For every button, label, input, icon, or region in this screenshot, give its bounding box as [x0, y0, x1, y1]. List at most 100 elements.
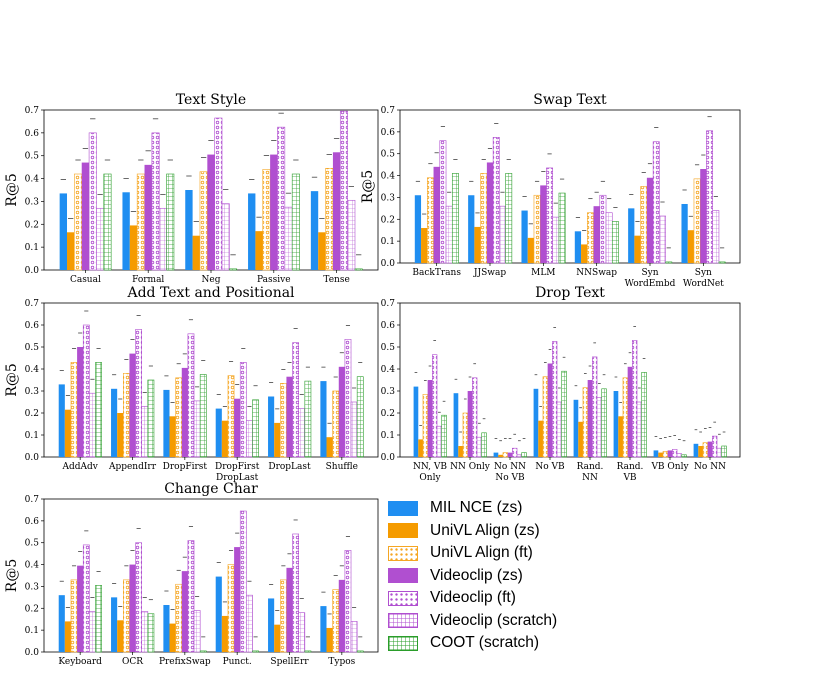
bar-videoclip-zs — [433, 166, 440, 263]
bar-videoclip-ft — [82, 544, 90, 653]
bar-videoclip-ft — [151, 132, 160, 271]
bar-univl-align-ft — [280, 382, 287, 458]
bar-mil-nce-zs — [320, 606, 327, 652]
y-tick-label: 0.5 — [25, 539, 40, 549]
bar-videoclip-zs — [627, 366, 633, 457]
bar-videoclip-ft — [652, 141, 660, 264]
bar-mil-nce-zs — [122, 192, 130, 270]
legend-label: COOT (scratch) — [430, 634, 540, 652]
bar-coot-scratch — [147, 613, 155, 653]
bar-videoclip-ft — [546, 167, 554, 264]
y-tick-label: 0.6 — [25, 321, 40, 331]
y-tick-label: 0.1 — [25, 626, 39, 636]
x-tick-label: No NN — [694, 462, 726, 472]
bar-mil-nce-zs — [653, 450, 659, 457]
bar-videoclip-zs — [129, 353, 136, 457]
bar-univl-align-ft — [426, 177, 434, 264]
x-tick-label: Tense — [323, 275, 349, 285]
bar-videoclip-zs — [507, 452, 513, 457]
bar-univl-align-ft — [74, 173, 83, 271]
bar-mil-nce-zs — [248, 193, 256, 270]
bar-videoclip-zs — [486, 162, 494, 263]
legend-swatch — [388, 635, 418, 651]
x-tick-label: Passive — [257, 275, 291, 285]
bar-videoclip-ft — [187, 540, 195, 653]
bar-videoclip-scratch — [193, 400, 201, 458]
y-tick-label: 0.5 — [25, 343, 40, 353]
y-tick-label: 0.1 — [25, 431, 39, 441]
legend-item-coot-scratch: COOT (scratch) — [388, 632, 557, 655]
bar-univl-align-ft — [70, 362, 78, 458]
bar-videoclip-zs — [338, 366, 345, 457]
x-tick-label: DropFirst — [215, 462, 260, 472]
bar-coot-scratch — [558, 192, 566, 264]
bar-videoclip-zs — [77, 565, 84, 652]
bar-coot-scratch — [304, 380, 312, 458]
legend-swatch — [388, 590, 418, 606]
bar-coot-scratch — [252, 650, 259, 653]
bar-univl-align-zs — [326, 437, 333, 457]
y-tick-label: 0.7 — [381, 106, 396, 116]
chart-panel-swap-text: Swap Text R@5 0.0 0.1 0.2 0.3 0.4 0.5 0.6 0.7 Back… — [360, 92, 741, 289]
bar-videoclip-scratch — [347, 199, 356, 271]
y-tick-label: 0.3 — [25, 582, 40, 592]
bar-videoclip-zs — [129, 564, 136, 652]
bar-univl-align-zs — [318, 232, 326, 270]
bar-univl-align-zs — [67, 232, 75, 270]
bar-univl-align-ft — [227, 375, 235, 458]
bar-univl-align-ft — [325, 167, 334, 271]
bar-videoclip-scratch — [636, 401, 643, 458]
bar-videoclip-zs — [700, 169, 707, 263]
bar-univl-align-ft — [262, 169, 271, 271]
bar-mil-nce-zs — [268, 396, 275, 457]
bar-videoclip-zs — [234, 398, 241, 457]
chart-panels: Text Style R@5 0.0 0.1 0.2 0.3 0.4 0.5 0.6 0.7 Cas… — [4, 92, 741, 667]
bar-univl-align-zs — [274, 624, 281, 652]
bar-coot-scratch — [601, 388, 607, 458]
x-tick-label: NN, VB — [413, 462, 447, 472]
y-tick-label: 0.6 — [381, 128, 396, 138]
y-tick-label: 0.2 — [25, 220, 39, 230]
bar-univl-align-ft — [280, 579, 287, 653]
y-tick-label: 0.0 — [25, 648, 40, 658]
bar-univl-align-zs — [64, 621, 71, 652]
bar-mil-nce-zs — [414, 195, 422, 263]
bar-univl-align-zs — [117, 620, 124, 652]
bar-videoclip-zs — [338, 579, 345, 652]
chart-panel-add-text-and-positional: Add Text and Positional R@5 0.0 0.1 0.2 0.3 0.… — [4, 285, 379, 483]
bar-videoclip-ft — [439, 140, 447, 264]
bar-videoclip-ft — [599, 194, 607, 264]
bar-videoclip-ft — [552, 341, 558, 458]
bar-videoclip-ft — [135, 542, 142, 653]
bar-videoclip-zs — [286, 376, 293, 457]
bar-videoclip-scratch — [476, 436, 483, 458]
y-tick-label: 0.1 — [25, 243, 39, 253]
legend-item-videoclip-scratch: Videoclip (scratch) — [388, 610, 557, 633]
bar-univl-align-zs — [618, 416, 623, 457]
plot-frame — [399, 302, 741, 458]
bar-videoclip-ft — [706, 130, 714, 264]
y-tick-label: 0.4 — [381, 172, 396, 182]
legend: MIL NCE (zs) UniVL Align (zs) UniVL Alig… — [388, 497, 557, 655]
legend-swatch — [388, 545, 418, 561]
bar-coot-scratch — [166, 173, 175, 271]
bar-univl-align-zs — [581, 244, 588, 263]
bar-univl-align-ft — [502, 452, 508, 458]
bar-mil-nce-zs — [320, 381, 327, 457]
bar-videoclip-zs — [593, 206, 600, 263]
y-axis-label: R@5 — [360, 170, 376, 203]
legend-item-videoclip-zs: Videoclip (zs) — [388, 565, 557, 588]
bar-mil-nce-zs — [574, 231, 582, 263]
bar-coot-scratch — [441, 414, 447, 458]
bar-univl-align-ft — [136, 173, 145, 271]
x-tick-label: WordEmbd — [625, 279, 676, 289]
y-tick-label: 0.0 — [381, 259, 396, 269]
bar-coot-scratch — [521, 452, 527, 458]
bar-videoclip-ft — [712, 435, 718, 458]
bar-univl-align-ft — [662, 451, 668, 458]
bar-coot-scratch — [291, 173, 300, 271]
legend-label: Videoclip (zs) — [430, 566, 523, 584]
bar-mil-nce-zs — [111, 597, 118, 652]
bar-videoclip-scratch — [141, 611, 149, 653]
